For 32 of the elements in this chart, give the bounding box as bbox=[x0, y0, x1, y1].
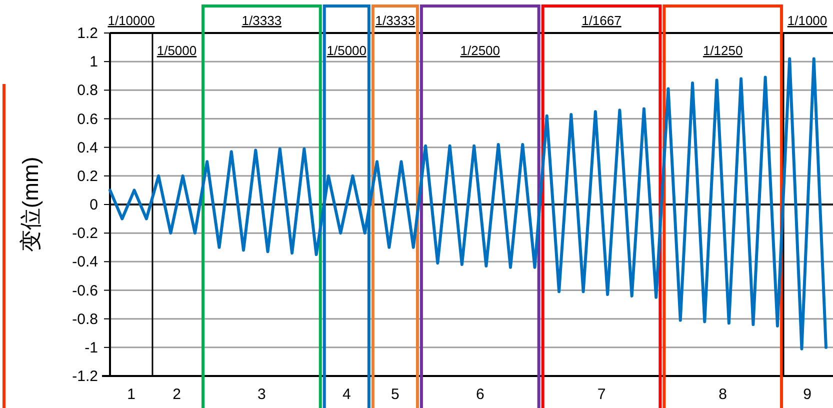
annotation: 1/5000 bbox=[156, 43, 197, 58]
y-tick-label: -0.6 bbox=[72, 282, 98, 300]
y-tick-label: -1 bbox=[84, 339, 98, 356]
y-tick-label: 0.6 bbox=[77, 110, 98, 128]
text: 1/3333 bbox=[242, 13, 282, 28]
text: 1/3333 bbox=[375, 13, 416, 28]
y-tick-label: 0.2 bbox=[77, 168, 98, 185]
text: 4 bbox=[342, 386, 351, 403]
y-tick-label: -0.4 bbox=[72, 254, 98, 271]
text: 9 bbox=[803, 386, 812, 403]
y-tick-label: 1.2 bbox=[77, 25, 98, 42]
text: 1/1667 bbox=[582, 13, 622, 28]
text: 1/10000 bbox=[108, 13, 155, 28]
annotation: 1/1250 bbox=[702, 43, 743, 58]
annotation: 1/5000 bbox=[326, 43, 367, 58]
text: 5 bbox=[391, 386, 400, 403]
y-tick-label: 0.4 bbox=[77, 139, 98, 156]
text: 3 bbox=[258, 386, 266, 403]
y-tick-label: -1.2 bbox=[72, 368, 98, 385]
annotation: 1/2500 bbox=[460, 43, 500, 58]
text: 8 bbox=[718, 386, 728, 403]
text: 7 bbox=[597, 386, 606, 403]
text: 1/1000 bbox=[787, 13, 828, 28]
text: 1 bbox=[127, 386, 136, 403]
text: 2 bbox=[172, 386, 181, 403]
y-tick-label: 0 bbox=[90, 196, 98, 214]
y-tick-label: -0.2 bbox=[72, 225, 98, 242]
y-axis-title: 变位(mm) bbox=[18, 156, 43, 252]
y-tick-label: 1 bbox=[90, 54, 98, 71]
text: 6 bbox=[476, 386, 484, 403]
y-tick-label: 0.8 bbox=[77, 82, 98, 100]
y-tick-label: -0.8 bbox=[72, 310, 98, 328]
